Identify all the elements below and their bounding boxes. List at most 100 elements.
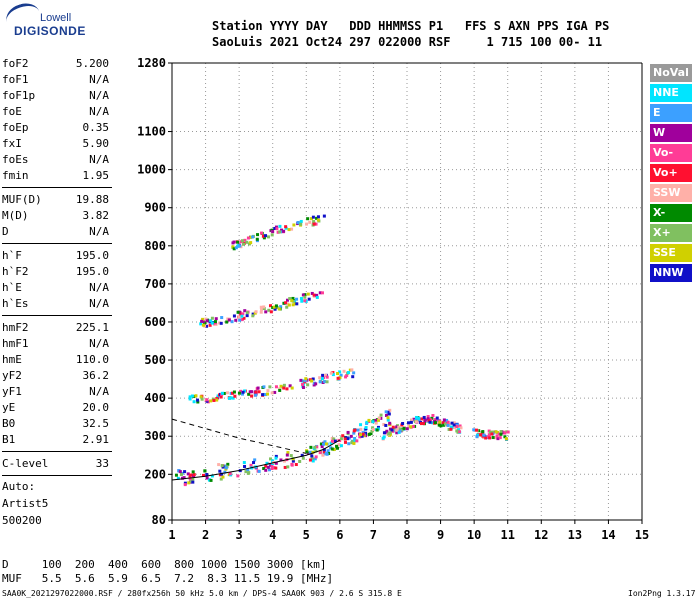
logo-top-text: Lowell — [40, 12, 72, 24]
echo-point — [254, 310, 258, 314]
echo-point — [343, 437, 347, 441]
echo-point — [308, 458, 312, 462]
echo-point — [266, 235, 270, 239]
echo-point — [426, 415, 430, 419]
echo-point — [308, 220, 312, 224]
legend-item: NNW — [650, 264, 692, 282]
param-row: M(D) 3.82 — [2, 209, 109, 225]
echo-point — [253, 458, 257, 462]
echo-point — [282, 301, 286, 305]
param-row: h`E N/A — [2, 281, 109, 297]
echo-point — [414, 420, 418, 424]
divider — [2, 315, 112, 316]
echo-point — [395, 428, 399, 432]
echo-point — [289, 454, 293, 458]
param-label: foE — [2, 105, 22, 118]
divider — [2, 475, 112, 476]
echo-point — [201, 319, 205, 323]
echo-point — [294, 463, 298, 467]
echo-point — [303, 299, 307, 303]
x-tick-label: 13 — [568, 528, 582, 542]
echo-point — [452, 423, 456, 427]
echo-point — [189, 479, 193, 483]
echo-point — [261, 234, 265, 238]
echo-point — [244, 470, 248, 474]
echo-point — [179, 472, 183, 476]
param-value: 0.35 — [82, 121, 110, 134]
echo-point — [232, 240, 236, 244]
echo-point — [247, 392, 251, 396]
echo-point — [275, 306, 279, 310]
echo-point — [245, 240, 249, 244]
echo-point — [177, 469, 181, 473]
echo-point — [205, 398, 209, 402]
param-label: h`F2 — [2, 265, 29, 278]
divider — [2, 187, 112, 188]
echo-point — [285, 298, 289, 302]
echo-point — [269, 310, 273, 314]
echo-point — [503, 435, 507, 439]
echo-point — [236, 474, 240, 478]
param-label: foF2 — [2, 57, 29, 70]
echo-point — [322, 448, 326, 452]
echo-point — [431, 421, 435, 425]
echo-point — [427, 419, 431, 423]
echo-point — [240, 318, 244, 322]
echo-point — [329, 446, 333, 450]
echo-point — [398, 429, 402, 433]
echo-point — [257, 390, 261, 394]
echo-point — [200, 319, 204, 323]
legend-item: SSW — [650, 184, 692, 202]
echo-point — [279, 305, 283, 309]
echo-point — [426, 417, 430, 421]
echo-point — [285, 453, 289, 457]
echo-point — [290, 227, 294, 231]
echo-point — [237, 315, 241, 319]
echo-point — [205, 324, 209, 328]
param-row: foEs N/A — [2, 153, 109, 169]
echo-point — [392, 429, 396, 433]
echo-point — [233, 394, 237, 398]
echo-point — [190, 394, 194, 398]
echo-point — [291, 296, 295, 300]
echo-point — [220, 391, 224, 395]
echo-point — [236, 310, 240, 314]
echo-point — [251, 235, 255, 239]
echo-point — [422, 415, 426, 419]
y-tick-label: 400 — [144, 391, 166, 405]
echo-point — [203, 321, 207, 325]
echo-point — [285, 305, 289, 309]
echo-point — [241, 312, 245, 316]
echo-point — [262, 307, 266, 311]
param-value: N/A — [89, 297, 109, 310]
echo-point — [254, 390, 258, 394]
echo-point — [273, 390, 277, 394]
echo-point — [339, 444, 343, 448]
echo-point — [346, 437, 350, 441]
x-tick-label: 7 — [370, 528, 377, 542]
echo-point — [434, 421, 438, 425]
echo-point — [330, 447, 334, 451]
param-row: h`F2 195.0 — [2, 265, 109, 281]
echo-point — [299, 297, 303, 301]
echo-point — [381, 436, 385, 440]
logo-main-text: DIGISONDE — [14, 24, 86, 38]
echo-point — [262, 305, 266, 309]
echo-point — [386, 418, 390, 422]
legend-item: SSE — [650, 244, 692, 262]
echo-point — [444, 422, 448, 426]
echo-point — [266, 465, 270, 469]
echo-point — [315, 293, 319, 297]
echo-point — [210, 321, 214, 325]
echo-point — [331, 373, 335, 377]
param-value: 225.1 — [75, 321, 109, 334]
y-tick-label: 600 — [144, 315, 166, 329]
echo-point — [243, 238, 247, 242]
echo-point — [371, 426, 375, 430]
param-value: 3.82 — [82, 209, 110, 222]
echo-point — [225, 391, 229, 395]
param-row: h`Es N/A — [2, 297, 109, 313]
echo-point — [261, 393, 265, 397]
echo-point — [274, 461, 278, 465]
